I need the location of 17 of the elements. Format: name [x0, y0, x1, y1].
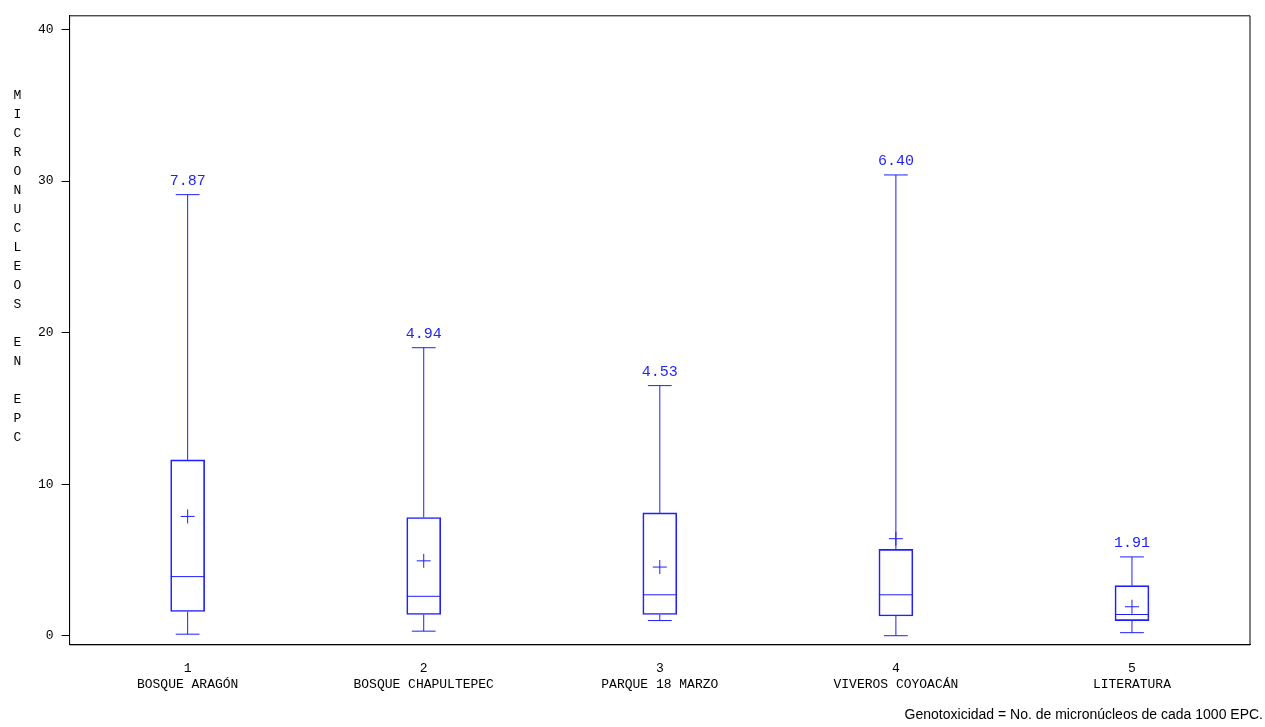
annotation: 4.53: [641, 364, 678, 382]
annotation: 1.91: [1113, 535, 1150, 553]
y-tick-label: 10: [37, 476, 54, 492]
y-tick-label: 40: [37, 21, 54, 37]
text: Genotoxicidad = No. de micronúcleos de cada 1000 EPC.: [904, 706, 1263, 722]
x-tick-label: 5 LITERATURA: [1092, 661, 1172, 692]
annotation: 7.87: [169, 173, 206, 191]
annotation: 4.94: [405, 326, 442, 344]
x-tick-label: 3 PARQUE 18 MARZO: [601, 661, 719, 692]
y-axis-title: MICRONUCLEOS EN EPC: [10, 88, 25, 449]
y-tick-label: 0: [45, 628, 54, 644]
annotation: 6.40: [877, 153, 914, 171]
x-tick-label: 2 BOSQUE CHAPULTEPEC: [353, 661, 495, 692]
x-tick-label: 4 VIVEROS COYOACÁN: [833, 661, 959, 692]
x-tick-label: 1 BOSQUE ARAGÓN: [136, 661, 239, 692]
y-tick-label: 20: [37, 325, 54, 341]
y-tick-label: 30: [37, 173, 54, 189]
